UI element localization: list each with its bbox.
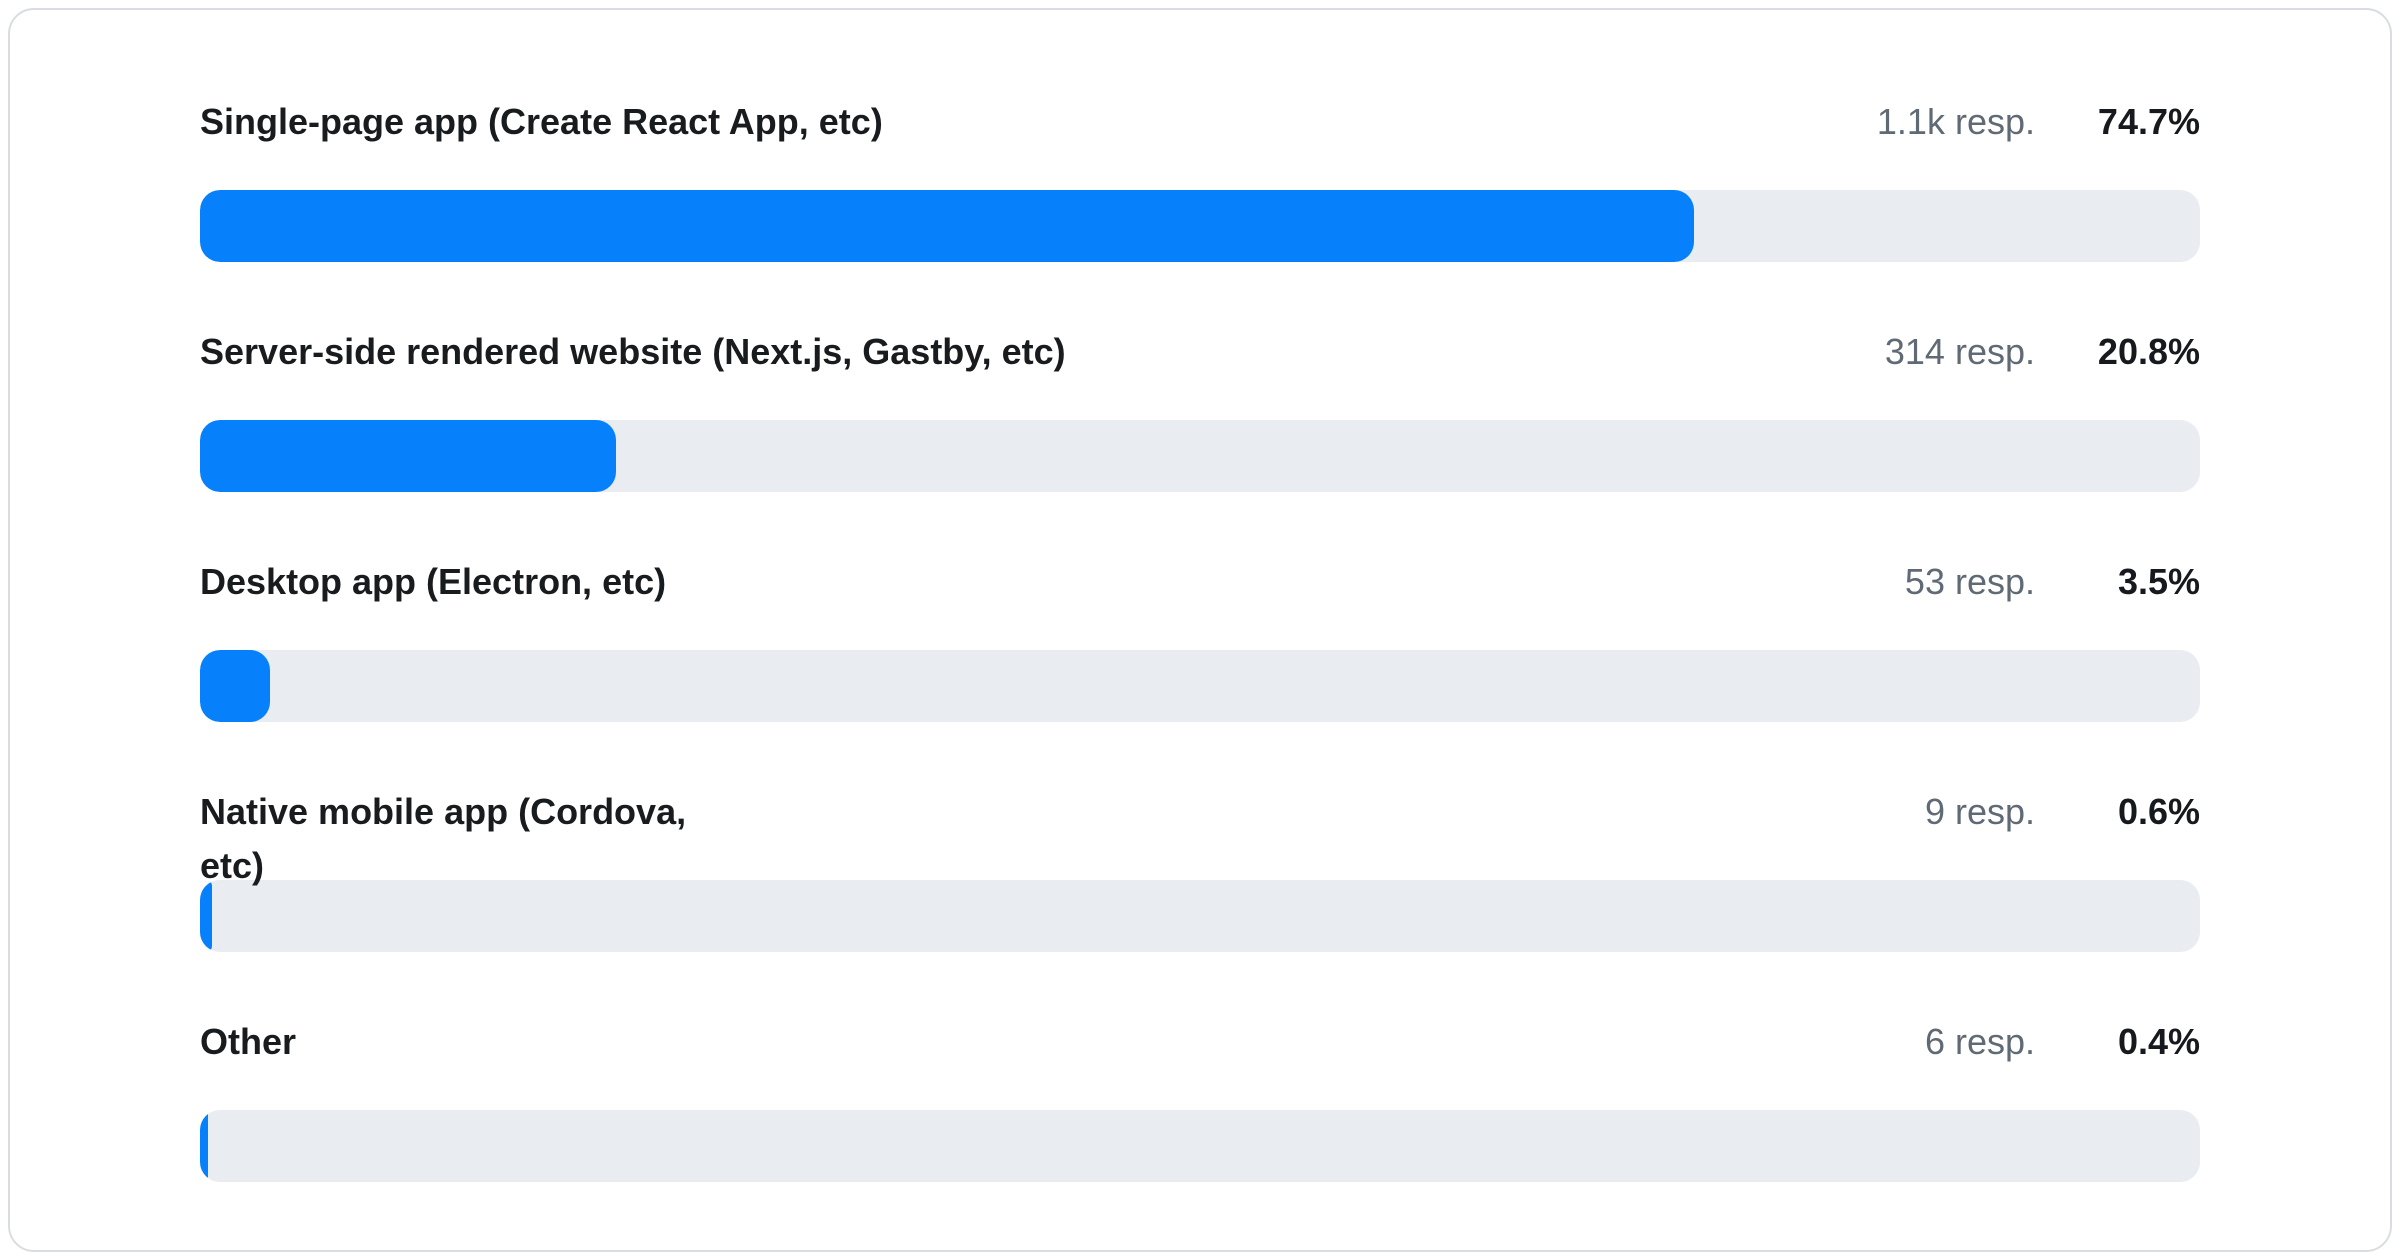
bar-fill: [200, 880, 212, 952]
response-count: 314 resp.: [1884, 331, 2035, 372]
row-header: Other 6 resp. 0.4%: [200, 1015, 2200, 1069]
bar-fill: [200, 650, 270, 722]
percent-value: 0.6%: [2117, 791, 2200, 832]
row-metrics: 9 resp. 0.6%: [1925, 785, 2200, 839]
answer-label: Single-page app (Create React App, etc): [200, 101, 883, 142]
bar-fill: [200, 190, 1694, 262]
answer-label: Server-side rendered website (Next.js, G…: [200, 331, 1066, 372]
bar-track: [200, 1110, 2200, 1182]
chart-row: Desktop app (Electron, etc) 53 resp. 3.5…: [200, 555, 2200, 785]
bar-track: [200, 650, 2200, 722]
chart-row: Native mobile app (Cordova, etc) 9 resp.…: [200, 785, 2200, 1015]
percent-value: 20.8%: [2097, 331, 2200, 372]
bar-fill: [200, 420, 616, 492]
chart-row: Server-side rendered website (Next.js, G…: [200, 325, 2200, 555]
percent-value: 74.7%: [2097, 101, 2200, 142]
row-metrics: 53 resp. 3.5%: [1905, 555, 2200, 609]
row-header: Native mobile app (Cordova, etc) 9 resp.…: [200, 785, 2200, 893]
percent-value: 0.4%: [2117, 1021, 2200, 1062]
bar-track: [200, 190, 2200, 262]
response-count: 53 resp.: [1904, 561, 2035, 602]
row-header: Single-page app (Create React App, etc) …: [200, 95, 2200, 149]
bar-track: [200, 880, 2200, 952]
response-count: 1.1k resp.: [1876, 101, 2035, 142]
answer-label: Other: [200, 1021, 297, 1062]
bar-track: [200, 420, 2200, 492]
chart-row: Other 6 resp. 0.4%: [200, 1015, 2200, 1245]
row-header: Desktop app (Electron, etc) 53 resp. 3.5…: [200, 555, 2200, 609]
chart-row: Single-page app (Create React App, etc) …: [200, 95, 2200, 325]
bar-fill: [200, 1110, 208, 1182]
response-count: 6 resp.: [1924, 1021, 2035, 1062]
answer-label: Native mobile app (Cordova, etc): [200, 791, 687, 886]
row-metrics: 1.1k resp. 74.7%: [1877, 95, 2200, 149]
row-metrics: 6 resp. 0.4%: [1925, 1015, 2200, 1069]
answer-label: Desktop app (Electron, etc): [200, 561, 667, 602]
survey-results-card: Single-page app (Create React App, etc) …: [8, 8, 2392, 1252]
row-header: Server-side rendered website (Next.js, G…: [200, 325, 2200, 379]
response-count: 9 resp.: [1924, 791, 2035, 832]
percent-value: 3.5%: [2117, 561, 2200, 602]
row-metrics: 314 resp. 20.8%: [1885, 325, 2200, 379]
